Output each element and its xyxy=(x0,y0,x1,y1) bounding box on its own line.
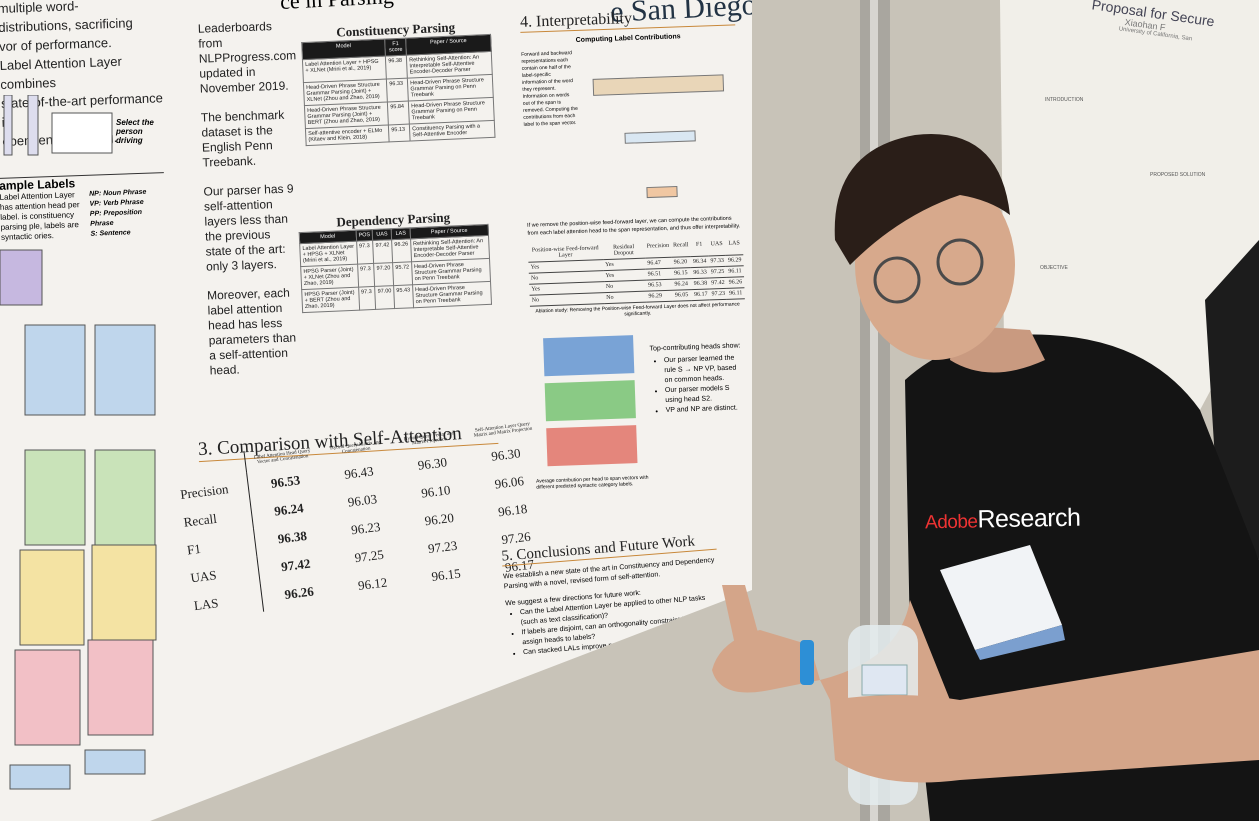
interpretability-section: 4. Interpretability Computing Label Cont… xyxy=(519,6,752,491)
architecture-figure xyxy=(0,249,157,790)
forearm xyxy=(830,650,1259,783)
pole-highlight xyxy=(870,0,878,821)
label-contribution-figure xyxy=(592,74,725,199)
badge-strip xyxy=(975,625,1065,660)
second-poster-section: OBJECTIVE xyxy=(1040,265,1068,271)
glasses xyxy=(873,256,921,304)
second-poster xyxy=(1000,0,1259,430)
head-contribution-chart xyxy=(543,335,638,467)
hair xyxy=(834,134,1010,265)
hand xyxy=(712,630,820,693)
second-poster-section: INTRODUCTION xyxy=(1045,97,1084,103)
bystander xyxy=(1205,240,1259,560)
second-poster-section: PROPOSED SOLUTION xyxy=(1150,172,1206,178)
glasses xyxy=(936,238,984,286)
wristband xyxy=(800,640,814,685)
attention-figure xyxy=(3,95,113,156)
shirt-text: Research xyxy=(977,503,1081,534)
shirt-print: AdobeResearch xyxy=(925,504,1081,536)
name-badge xyxy=(940,545,1062,650)
shirt-brand: Adobe xyxy=(924,511,978,534)
bottle-label xyxy=(861,664,908,696)
thumb xyxy=(722,585,760,645)
figure-caption: Select the person driving xyxy=(116,118,154,145)
